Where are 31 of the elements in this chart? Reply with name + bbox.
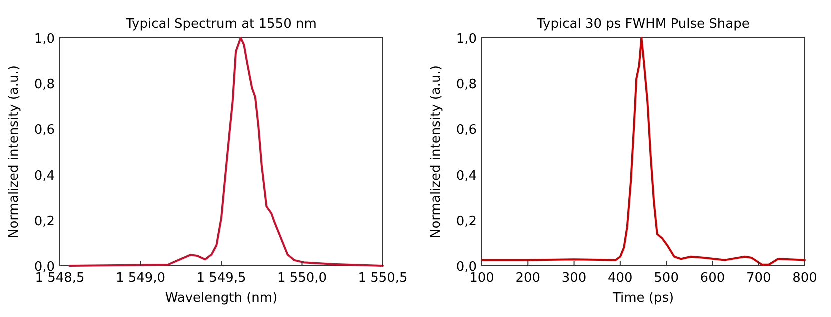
x-tick-label: 800 (792, 271, 818, 286)
x-tick-label: 600 (700, 271, 726, 286)
chart-title: Typical 30 ps FWHM Pulse Shape (536, 17, 750, 32)
y-tick-label: 0,6 (34, 123, 55, 138)
y-axis-title: Normalized intensity (a.u.) (429, 66, 444, 238)
line-series (68, 37, 384, 267)
y-tick-label: 0,4 (456, 168, 477, 184)
y-tick-label: 0,8 (34, 78, 55, 93)
y-tick-label: 0,4 (34, 168, 55, 184)
x-tick-label: 1 550,0 (277, 271, 328, 286)
y-tick-label: 1,0 (456, 32, 477, 47)
x-axis-title: Wavelength (nm) (165, 291, 278, 306)
x-tick-label: 400 (608, 271, 633, 286)
y-tick-label: 0,6 (456, 123, 477, 138)
x-tick-label: 1 550,5 (358, 271, 408, 286)
x-tick-label: 1 548,5 (35, 271, 85, 286)
y-tick-label: 0,8 (456, 78, 477, 93)
y-tick-label: 1,0 (34, 32, 55, 47)
x-tick-label: 1 549,0 (116, 271, 166, 286)
x-tick-label: 700 (746, 271, 772, 286)
y-axis-title: Normalized intensity (a.u.) (7, 66, 22, 238)
line-series (481, 37, 806, 266)
x-axis-title: Time (ps) (612, 291, 674, 306)
x-tick-label: 500 (654, 271, 679, 286)
chart-title: Typical Spectrum at 1550 nm (125, 17, 317, 32)
x-tick-label: 100 (470, 271, 494, 286)
y-tick-label: 0,2 (34, 214, 55, 230)
x-tick-label: 200 (516, 271, 541, 286)
y-tick-label: 0,2 (456, 214, 477, 230)
x-tick-label: 1 549,5 (196, 271, 246, 286)
x-tick-label: 300 (562, 271, 587, 286)
